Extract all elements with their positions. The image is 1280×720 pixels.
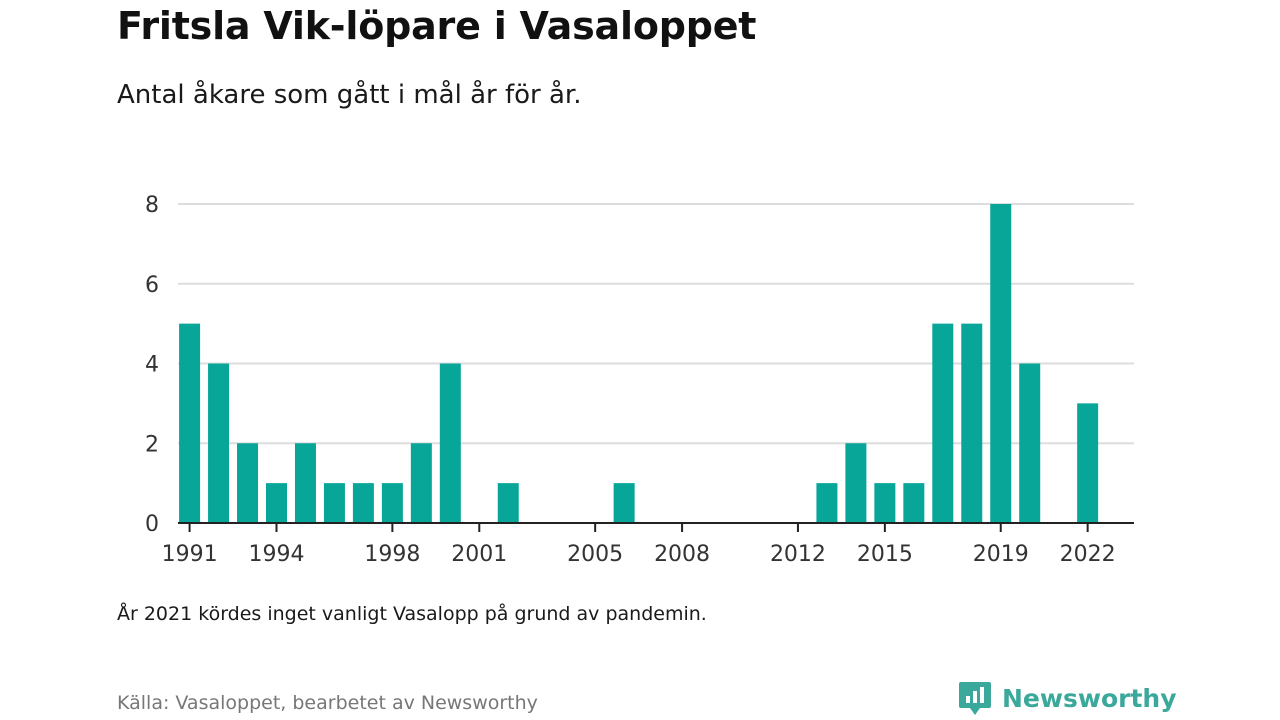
x-tick-label: 2015 bbox=[857, 542, 913, 567]
x-tick-label: 1994 bbox=[248, 542, 304, 567]
bar-2022 bbox=[1077, 403, 1099, 523]
y-tick-label: 2 bbox=[145, 432, 159, 457]
bar-1994 bbox=[265, 483, 287, 523]
x-tick-label: 2019 bbox=[973, 542, 1029, 567]
y-tick-label: 0 bbox=[145, 512, 159, 537]
x-tick-label: 2022 bbox=[1060, 542, 1116, 567]
x-tick-label: 2012 bbox=[770, 542, 826, 567]
bar-2002 bbox=[497, 483, 519, 523]
newsworthy-logo[interactable]: Newsworthy bbox=[958, 680, 1177, 716]
source-text: Källa: Vasaloppet, bearbetet av Newswort… bbox=[117, 692, 538, 714]
bar-1996 bbox=[323, 483, 345, 523]
bar-1991 bbox=[179, 323, 201, 523]
x-tick-label: 2001 bbox=[451, 542, 507, 567]
x-tick-label: 1991 bbox=[162, 542, 218, 567]
bar-2017 bbox=[932, 323, 954, 523]
bar-1993 bbox=[237, 443, 259, 523]
y-axis-ticks: 0 2 4 6 8 bbox=[145, 193, 159, 537]
chart-subtitle: Antal åkare som gått i mål år för år. bbox=[117, 80, 582, 110]
newsworthy-logo-icon bbox=[959, 682, 991, 715]
chart-note: År 2021 kördes inget vanligt Vasalopp på… bbox=[117, 603, 707, 625]
bar-1997 bbox=[352, 483, 374, 523]
bar-2006 bbox=[613, 483, 635, 523]
bar-1998 bbox=[381, 483, 403, 523]
bar-2019 bbox=[990, 204, 1012, 523]
bar-2018 bbox=[961, 323, 983, 523]
logo-text: Newsworthy bbox=[1002, 683, 1177, 713]
bar-2020 bbox=[1019, 363, 1041, 523]
bars bbox=[179, 204, 1099, 523]
y-tick-label: 4 bbox=[145, 353, 159, 378]
bar-1999 bbox=[410, 443, 432, 523]
y-tick-label: 8 bbox=[145, 193, 159, 218]
y-tick-label: 6 bbox=[145, 273, 159, 298]
bar-2014 bbox=[845, 443, 867, 523]
bar-2016 bbox=[903, 483, 925, 523]
chart-title: Fritsla Vik-löpare i Vasaloppet bbox=[117, 4, 757, 48]
x-axis-ticks: 1991 1994 1998 2001 2005 2008 2012 2015 2019 2022 bbox=[162, 523, 1116, 567]
x-tick-label: 1998 bbox=[364, 542, 420, 567]
bar-1992 bbox=[208, 363, 230, 523]
x-tick-label: 2005 bbox=[567, 542, 623, 567]
bar-2015 bbox=[874, 483, 896, 523]
x-tick-label: 2008 bbox=[654, 542, 710, 567]
bar-1995 bbox=[294, 443, 316, 523]
bar-2013 bbox=[816, 483, 838, 523]
bar-2000 bbox=[439, 363, 461, 523]
